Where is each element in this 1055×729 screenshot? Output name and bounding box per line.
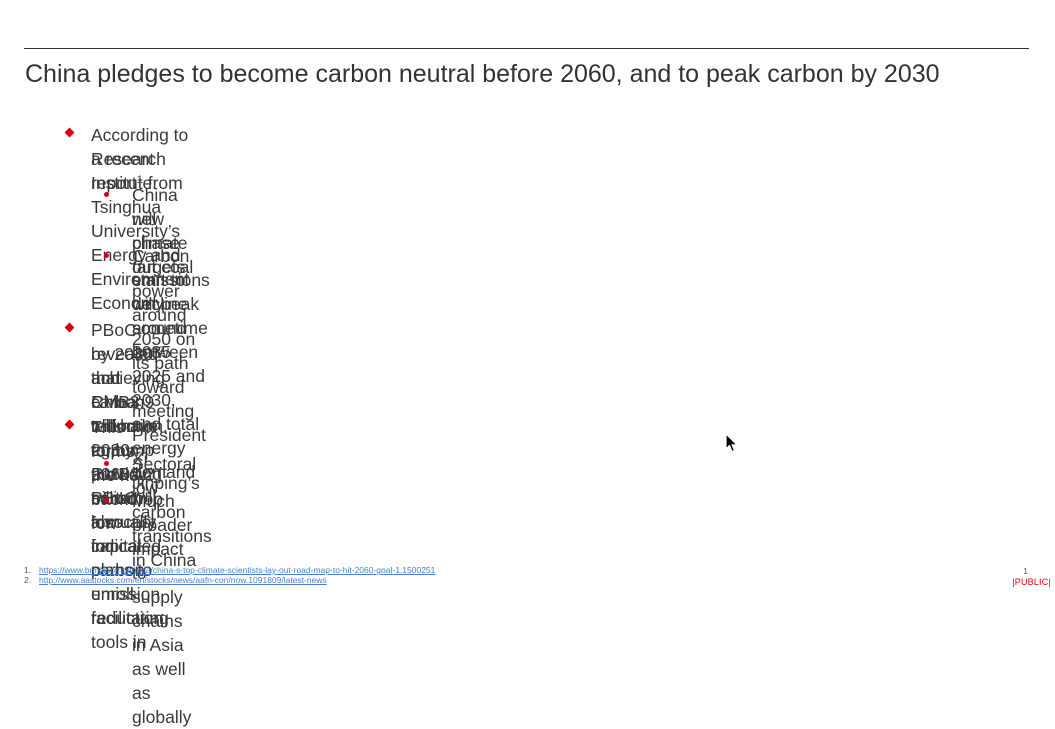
bullet-1-sub-2-line-2: start to decline around 2035 bbox=[132, 270, 188, 362]
footnote-link-2[interactable]: http://www.aastocks.com/en/stocks/news/a… bbox=[39, 575, 327, 585]
title-rule bbox=[24, 48, 1029, 49]
bullet-1-sub-1-line-2: new climate targets. bbox=[132, 209, 191, 277]
bullet-3-sub-2: Much broader impact to supply chains in … bbox=[132, 491, 193, 727]
bullet-diamond-icon bbox=[64, 127, 75, 138]
footnote-ref-1: 1 bbox=[136, 174, 143, 186]
bullet-3-sub-1: Sectoral low carbon transitions in China bbox=[132, 454, 212, 570]
footnotes: 1. https://www.bnnbloomberg.ca/china-s-to… bbox=[24, 565, 435, 585]
arrow-cursor-icon bbox=[725, 433, 738, 453]
footnote-ref-2: 2 bbox=[158, 345, 165, 357]
bullet-diamond-icon bbox=[64, 322, 75, 333]
bullet-dot-icon bbox=[104, 498, 109, 503]
bullet-1-line-2: Research Institute: bbox=[91, 149, 166, 193]
bullet-1-sub-2-line-1: Carbon emissions will peak sometime betw… bbox=[132, 246, 210, 506]
footnote-1: 1. https://www.bnnbloomberg.ca/china-s-to… bbox=[24, 565, 436, 575]
bullet-dot-icon bbox=[104, 253, 109, 258]
bullet-3-line-1: This forms the key backdrop for: bbox=[91, 417, 163, 533]
bullet-dot-icon bbox=[104, 192, 109, 197]
bullet-2-line-3: achieving carbon reduction, eg by provid… bbox=[91, 368, 168, 556]
bullet-diamond-icon bbox=[64, 419, 75, 430]
footnote-link-1[interactable]: https://www.bnnbloomberg.ca/china-s-top-… bbox=[39, 565, 436, 575]
bullet-1-sub-1-line-1: China will phase out coal power around 2… bbox=[132, 185, 206, 493]
slide-title: China pledges to become carbon neutral b… bbox=[25, 60, 940, 88]
page-number: 1 bbox=[1023, 566, 1028, 576]
bullet-dot-icon bbox=[104, 461, 109, 466]
footnote-2: 2. http://www.aastocks.com/en/stocks/news… bbox=[24, 575, 327, 585]
bullet-1-line-1: According to a recent report1 from Tsing… bbox=[91, 125, 190, 313]
classification-label: |PUBLIC| bbox=[1012, 577, 1051, 587]
